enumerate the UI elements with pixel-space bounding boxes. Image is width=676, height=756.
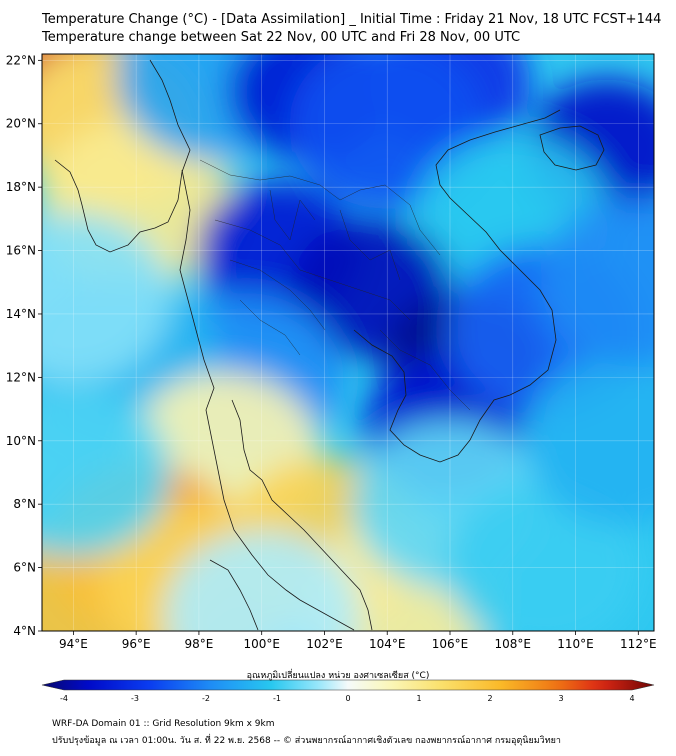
coastlines <box>54 59 605 631</box>
colorbar-title: อุณหภูมิเปลี่ยนแปลง หน่วย องศาเซลเซียส (… <box>246 671 430 681</box>
longitude-axis: 94°E 96°E 98°E 100°E 102°E 104°E 106°E 108°E 110… <box>59 631 657 651</box>
latitude-tick-label: 14°N <box>6 307 36 321</box>
latitude-tick-label: 6°N <box>13 561 36 575</box>
model-info: WRF-DA Domain 01 :: Grid Resolution 9km … <box>52 719 275 729</box>
colorbar-tick-label: 1 <box>416 694 421 703</box>
admin-borders <box>199 159 471 411</box>
longitude-tick-label: 96°E <box>122 637 151 651</box>
longitude-tick-label: 108°E <box>495 637 532 651</box>
longitude-tick-label: 94°E <box>59 637 88 651</box>
latitude-tick-label: 18°N <box>6 180 36 194</box>
latitude-axis: 4°N 6°N 8°N 10°N 12°N 14°N 16°N 18°N 20°N 22°N <box>6 53 42 638</box>
colorbar-tick-label: -1 <box>273 694 281 703</box>
longitude-tick-label: 100°E <box>243 637 280 651</box>
colorbar-tick-label: -2 <box>202 694 210 703</box>
anomaly-region <box>42 387 172 558</box>
update-credit: ปรับปรุงข้อมูล ณ เวลา 01:00น. วัน ส. ที่… <box>52 736 561 746</box>
anomaly-region <box>524 355 654 526</box>
map-subtitle: Temperature change between Sat 22 Nov, 0… <box>42 30 521 45</box>
longitude-tick-label: 104°E <box>369 637 406 651</box>
colorbar-tick-label: 0 <box>345 694 350 703</box>
colorbar: -4 -3 -2 -1 0 1 2 3 4 <box>41 679 655 703</box>
colorbar-tick-label: 4 <box>629 694 634 703</box>
colorbar-tick-label: -4 <box>60 694 68 703</box>
latitude-tick-label: 20°N <box>6 117 36 131</box>
plot-area <box>42 54 654 631</box>
latitude-tick-label: 22°N <box>6 53 36 67</box>
anomaly-region <box>540 197 654 368</box>
latitude-tick-label: 12°N <box>6 370 36 384</box>
latitude-tick-label: 4°N <box>13 624 36 638</box>
longitude-tick-label: 102°E <box>306 637 343 651</box>
plot-frame <box>41 53 655 632</box>
latitude-tick-label: 10°N <box>6 434 36 448</box>
anomaly-region <box>42 213 172 384</box>
latitude-tick-label: 16°N <box>6 244 36 258</box>
colorbar-tick-label: 2 <box>487 694 492 703</box>
colorbar-tick-label: -3 <box>131 694 139 703</box>
map-title: Temperature Change (°C) - [Data Assimila… <box>42 12 662 27</box>
longitude-tick-label: 98°E <box>184 637 213 651</box>
longitude-tick-label: 112°E <box>620 637 657 651</box>
longitude-tick-label: 106°E <box>432 637 469 651</box>
colorbar-tick-label: 3 <box>558 694 563 703</box>
latitude-tick-label: 8°N <box>13 497 36 511</box>
longitude-tick-label: 110°E <box>557 637 594 651</box>
